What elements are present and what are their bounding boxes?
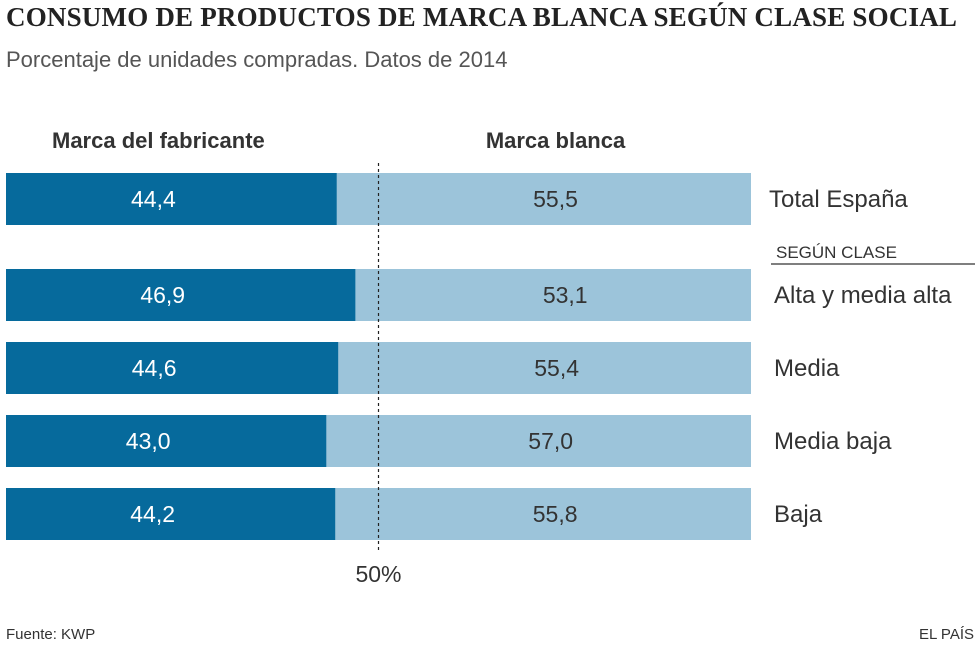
reference-line-label: 50%	[355, 561, 401, 587]
data-label-marca-fabricante: 44,4	[131, 186, 176, 212]
data-label-marca-blanca: 55,8	[533, 501, 578, 527]
stacked-bar-chart: 44,4 55,5 Total España 46,9 53,1 Alta y media…	[6, 163, 975, 587]
category-label: Baja	[774, 501, 823, 528]
legend-marca-fabricante: Marca del fabricante	[52, 128, 265, 153]
bar-marca-fabricante-media	[6, 342, 339, 394]
category-label: Media baja	[774, 428, 892, 455]
category-label: Alta y media alta	[774, 282, 952, 309]
source-note: Fuente: KWP	[6, 626, 96, 643]
group-label: SEGÚN CLASE	[776, 243, 897, 262]
bar-marca-fabricante-media-baja	[6, 415, 327, 467]
data-label-marca-fabricante: 44,6	[132, 355, 177, 381]
bar-marca-blanca-baja	[335, 488, 751, 540]
chart-title: CONSUMO DE PRODUCTOS DE MARCA BLANCA SEG…	[6, 2, 958, 32]
data-label-marca-blanca: 55,5	[533, 186, 578, 212]
bar-marca-blanca-media-baja	[326, 415, 751, 467]
data-label-marca-fabricante: 44,2	[130, 501, 175, 527]
data-label-marca-fabricante: 46,9	[140, 282, 185, 308]
bar-marca-fabricante-alta-y-media-alta	[6, 269, 356, 321]
data-label-marca-blanca: 57,0	[528, 428, 573, 454]
bar-marca-fabricante-baja	[6, 488, 336, 540]
chart-subtitle: Porcentaje de unidades compradas. Datos …	[6, 47, 508, 72]
data-label-marca-fabricante: 43,0	[126, 428, 171, 454]
legend-marca-blanca: Marca blanca	[485, 128, 626, 153]
bar-marca-blanca-media	[338, 342, 751, 394]
bar-marca-fabricante-total-espana	[6, 173, 337, 225]
category-label: Media	[774, 355, 840, 382]
data-label-marca-blanca: 53,1	[543, 282, 588, 308]
bar-marca-blanca-alta-y-media-alta	[355, 269, 751, 321]
publisher-logo: EL PAÍS	[918, 626, 974, 643]
category-label: Total España	[769, 186, 908, 213]
data-label-marca-blanca: 55,4	[534, 355, 579, 381]
bar-marca-blanca-total-espana	[336, 173, 751, 225]
